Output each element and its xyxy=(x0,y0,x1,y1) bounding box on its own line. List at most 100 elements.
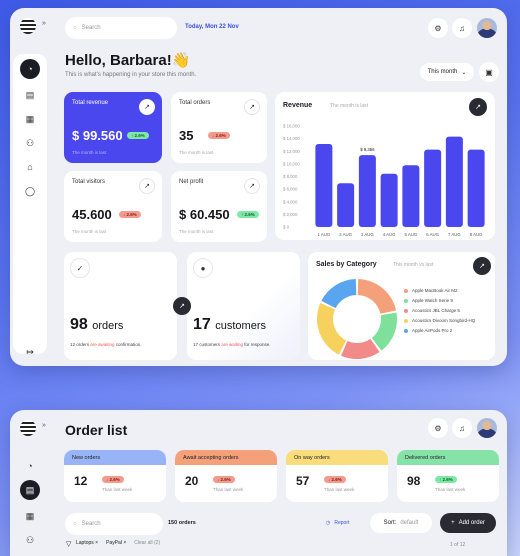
sort-select[interactable]: Sort: default xyxy=(370,513,432,533)
order-count: 150 orders xyxy=(168,520,196,526)
y-tick-label: $ 4,000 xyxy=(283,199,298,204)
revenue-bar[interactable] xyxy=(380,173,398,227)
donut-slice[interactable] xyxy=(321,279,357,309)
y-tick-label: $ 10,000 xyxy=(283,161,300,166)
search-input[interactable]: ○ Search xyxy=(65,17,177,39)
store-nav-icon[interactable]: ⌂ xyxy=(27,162,33,172)
donut-slice[interactable] xyxy=(317,303,347,355)
filter-chip[interactable]: PayPal × xyxy=(106,540,127,546)
order-list-window: » ◔ ▤ ▦ ⚇ Order list ⚙ ♫ New orders 12 ↓ 2… xyxy=(10,410,507,556)
customers-count: 17 xyxy=(193,316,211,333)
donut-slice[interactable] xyxy=(341,338,380,359)
avatar[interactable] xyxy=(477,18,497,38)
arrow-up-right-icon[interactable]: ↗ xyxy=(244,178,260,194)
change-badge: ↓ 2.6% xyxy=(213,476,235,483)
order-status-card[interactable]: Await accepting orders 20 ↓ 2.6% Than last … xyxy=(175,450,277,502)
search-input[interactable]: ○ Search xyxy=(65,513,163,535)
chart-subtitle: The month is last xyxy=(330,103,369,109)
arrow-up-right-icon[interactable]: ↗ xyxy=(473,257,491,275)
net-profit-card[interactable]: Net profit ↗ $ 60.450 ↑ 2.6% The month i… xyxy=(171,171,267,242)
total-orders-card[interactable]: Total orders ↗ 35 ↓ 2.6% The month is la… xyxy=(171,92,267,163)
chart-legend: Apple MacBook Air M2 Apple Watch Serie 9 A… xyxy=(404,288,475,338)
legend-label: Acoustics Divoom Songbird-HQ xyxy=(412,318,476,323)
products-nav-icon[interactable]: ▦ xyxy=(25,510,35,521)
page-title: Order list xyxy=(65,422,128,438)
products-nav-icon[interactable]: ▦ xyxy=(25,113,35,124)
orders-nav-icon[interactable]: ▤ xyxy=(20,480,40,500)
revenue-bar[interactable] xyxy=(424,149,442,227)
total-visitors-card[interactable]: Total visitors ↗ 45.600 ↓ 2.6% The month… xyxy=(64,171,162,242)
customers-nav-icon[interactable]: ⚇ xyxy=(25,534,35,545)
clear-filters-button[interactable]: Clear all (2) xyxy=(134,540,161,546)
sidebar: » ◔ ▤ ▦ ⚇ ⌂ ◯ ↦ xyxy=(10,8,54,366)
revenue-bar[interactable] xyxy=(315,143,333,227)
sales-donut-chart xyxy=(317,279,397,359)
revenue-chart: $ 16,000 $ 14,000 $ 12,000 $ 10,000 $ 8,000 $… xyxy=(283,124,485,237)
y-tick-label: $ 8,000 xyxy=(283,174,298,179)
arrow-up-right-icon[interactable]: ↗ xyxy=(244,99,260,115)
y-tick-label: $ 12,000 xyxy=(283,149,300,154)
change-badge: ↓ 2.6% xyxy=(102,476,124,483)
calendar-icon[interactable]: ▣ xyxy=(479,62,499,82)
logo-icon[interactable] xyxy=(20,18,36,34)
notification-icon[interactable]: ♫ xyxy=(452,18,472,38)
filter-icon[interactable]: ▽ xyxy=(66,541,72,548)
arrow-up-right-icon[interactable]: ↗ xyxy=(139,99,155,115)
order-count: 98 xyxy=(407,474,421,488)
dashboard-nav-icon[interactable]: ◔ xyxy=(27,461,33,471)
sales-category-card: Sales by Category This month vs last ↗ A… xyxy=(308,252,495,360)
orders-nav-icon[interactable]: ▤ xyxy=(25,89,35,100)
user-icon: ● xyxy=(193,258,213,278)
period-select[interactable]: This month ⌄ xyxy=(420,63,474,81)
arrow-up-right-icon[interactable]: ↗ xyxy=(173,297,191,315)
x-tick-label: 6 AUG xyxy=(426,232,439,237)
legend-label: Apple AirPods Pro 2 xyxy=(412,328,453,333)
revenue-bar[interactable] xyxy=(467,149,485,227)
dashboard-window: » ◔ ▤ ▦ ⚇ ⌂ ◯ ↦ ○ Search Today, Mon 22 N… xyxy=(10,8,507,366)
order-count: 20 xyxy=(185,474,199,488)
change-badge: ↓ 2.6% xyxy=(208,132,230,139)
arrow-up-right-icon[interactable]: ↗ xyxy=(469,98,487,116)
donut-slice[interactable] xyxy=(357,279,397,314)
change-badge: ↓ 2.6% xyxy=(324,476,346,483)
total-revenue-card[interactable]: Total revenue ↗ $ 99.560 ↑ 2.6% The mont… xyxy=(64,92,162,163)
revenue-bar[interactable] xyxy=(402,165,420,227)
dashboard-nav-icon[interactable]: ◔ xyxy=(20,59,40,79)
y-tick-label: $ 0 xyxy=(283,225,290,230)
arrow-up-right-icon[interactable]: ↗ xyxy=(139,178,155,194)
change-badge: ↑ 2.6% xyxy=(237,211,259,218)
settings-icon[interactable]: ⚙ xyxy=(428,18,448,38)
report-button[interactable]: ◷ Report xyxy=(326,520,350,526)
logout-icon[interactable]: ↦ xyxy=(26,346,34,357)
orders-count: 98 xyxy=(70,316,88,333)
collapse-icon[interactable]: » xyxy=(42,20,46,27)
order-status-card[interactable]: Delivered orders 98 ↑ 2.6% Than last week xyxy=(397,450,499,502)
pagination: 1 of 12 xyxy=(450,542,466,548)
messages-nav-icon[interactable]: ◯ xyxy=(24,185,36,196)
order-status-card[interactable]: New orders 12 ↓ 2.6% Than last week xyxy=(64,450,166,502)
comparison-note: Than last week xyxy=(324,487,355,492)
customers-nav-icon[interactable]: ⚇ xyxy=(25,137,35,148)
y-tick-label: $ 2,000 xyxy=(283,212,298,217)
legend-dot xyxy=(404,318,408,323)
donut-slice[interactable] xyxy=(371,312,397,351)
order-status-card[interactable]: On way orders 57 ↓ 2.6% Than last week xyxy=(286,450,388,502)
legend-item: Apple AirPods Pro 2 xyxy=(404,328,475,333)
x-tick-label: 7 AUG xyxy=(448,232,461,237)
notification-icon[interactable]: ♫ xyxy=(452,418,472,438)
legend-item: Acoustics Divoom Songbird-HQ xyxy=(404,318,475,323)
logo-icon[interactable] xyxy=(20,420,36,436)
chart-title: Revenue xyxy=(283,102,313,109)
revenue-bar[interactable] xyxy=(445,136,463,227)
revenue-bar[interactable] xyxy=(337,183,355,227)
legend-label: Apple Watch Serie 9 xyxy=(412,298,453,303)
legend-dot xyxy=(404,328,408,333)
revenue-bar[interactable] xyxy=(358,155,376,227)
settings-icon[interactable]: ⚙ xyxy=(428,418,448,438)
legend-item: Acoustics JBL Charge 5 xyxy=(404,308,475,313)
avatar[interactable] xyxy=(477,418,497,438)
checkmark-icon: ✓ xyxy=(70,258,90,278)
add-order-button[interactable]: + Add order xyxy=(440,513,496,533)
filter-chip[interactable]: Laptops × xyxy=(76,540,99,546)
collapse-icon[interactable]: » xyxy=(42,422,46,429)
